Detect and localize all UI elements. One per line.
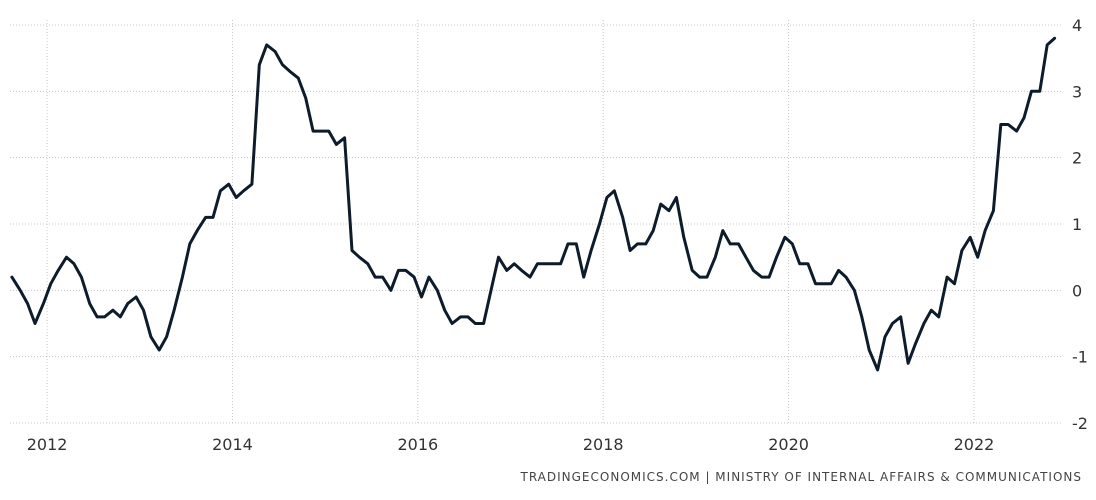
y-tick-label: 0 (1072, 281, 1082, 300)
grid (10, 20, 1062, 424)
y-tick-label: -2 (1072, 414, 1088, 433)
y-tick-label: 3 (1072, 82, 1082, 101)
y-tick-label: -1 (1072, 348, 1088, 367)
x-axis-ticks: 2012 2014 2016 2018 2020 2022 (27, 435, 995, 454)
x-tick-label: 2020 (768, 435, 809, 454)
x-tick-label: 2014 (212, 435, 253, 454)
y-tick-label: 1 (1072, 215, 1082, 234)
x-tick-label: 2022 (954, 435, 995, 454)
x-tick-label: 2012 (27, 435, 68, 454)
y-axis-ticks: 4 3 2 1 0 -1 -2 (1072, 16, 1088, 433)
series-layer (10, 36, 1057, 372)
x-tick-label: 2016 (397, 435, 438, 454)
source-attribution: TRADINGECONOMICS.COM | MINISTRY OF INTER… (520, 470, 1082, 484)
y-tick-label: 2 (1072, 149, 1082, 168)
series-line (10, 36, 1057, 372)
line-chart: 4 3 2 1 0 -1 -2 2012 2014 2016 2018 2020 2022 (10, 16, 1088, 454)
x-tick-label: 2018 (583, 435, 624, 454)
y-tick-label: 4 (1072, 16, 1082, 35)
